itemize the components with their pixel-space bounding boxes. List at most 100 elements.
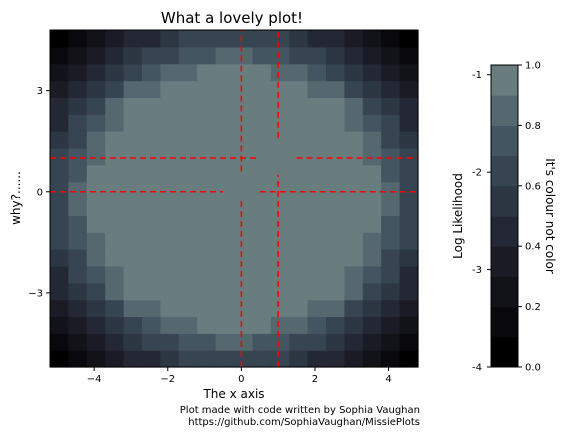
heatmap-cell: [160, 282, 180, 301]
heatmap-cell: [399, 350, 419, 368]
heatmap-cell: [326, 181, 345, 200]
heatmap-cell: [142, 265, 161, 284]
heatmap-cell: [289, 232, 309, 250]
heatmap-cell: [326, 333, 345, 351]
heatmap-cell: [68, 164, 88, 183]
heatmap-cell: [344, 164, 364, 183]
heatmap-cell: [105, 63, 125, 82]
heatmap-cell: [86, 80, 106, 98]
heatmap-cell: [344, 46, 364, 65]
heatmap-cell: [142, 333, 161, 351]
heatmap-cell: [105, 30, 125, 48]
heatmap-cell: [252, 232, 272, 250]
heatmap-cell: [270, 114, 290, 132]
heatmap-cell: [142, 215, 161, 233]
heatmap-cell: [270, 46, 290, 65]
heatmap-cell: [215, 350, 235, 368]
heatmap-cell: [178, 249, 198, 267]
heatmap-cell: [105, 97, 125, 115]
heatmap-cell: [178, 131, 198, 149]
heatmap-cell: [270, 265, 290, 284]
heatmap-cell: [160, 181, 180, 200]
heatmap-cell: [142, 131, 161, 149]
heatmap-cell: [215, 147, 235, 166]
heatmap-cell: [399, 80, 419, 98]
heatmap-cell: [68, 63, 88, 82]
heatmap-cell: [344, 63, 364, 82]
credit-line-2: https://github.com/SophiaVaughan/MissieP…: [188, 417, 420, 428]
heatmap-cell: [344, 316, 364, 334]
heatmap-cell: [178, 215, 198, 233]
heatmap-cell: [344, 114, 364, 132]
heatmap-cell: [215, 80, 235, 98]
heatmap-cell: [123, 147, 143, 166]
heatmap-cell: [289, 147, 309, 166]
heatmap-cell: [399, 30, 419, 48]
heatmap-cell: [399, 114, 419, 132]
heatmap-cell: [50, 97, 69, 115]
heatmap-cell: [289, 350, 309, 368]
heatmap-cell: [381, 114, 401, 132]
heatmap-cell: [178, 97, 198, 115]
heatmap-cell: [68, 30, 88, 48]
heatmap-cell: [142, 181, 161, 200]
heatmap-cell: [197, 46, 217, 65]
heatmap-cell: [399, 299, 419, 318]
heatmap-cell: [105, 131, 125, 149]
heatmap-cell: [326, 131, 345, 149]
heatmap-cell: [344, 30, 364, 48]
heatmap-cell: [252, 350, 272, 368]
heatmap-cell: [50, 63, 69, 82]
heatmap-cell: [105, 232, 125, 250]
heatmap-cell: [142, 232, 161, 250]
heatmap-cell: [344, 80, 364, 98]
heatmap-cell: [362, 80, 382, 98]
heatmap-cell: [215, 131, 235, 149]
heatmap-cell: [178, 198, 198, 216]
heatmap-cell: [50, 30, 69, 48]
colorbar-left-tick-label: -1: [472, 70, 482, 81]
colorbar-left-tick-label: -2: [472, 168, 482, 179]
heatmap-cell: [105, 80, 125, 98]
heatmap-cell: [270, 147, 290, 166]
heatmap-cell: [105, 299, 125, 318]
heatmap-cell: [68, 333, 88, 351]
heatmap-cell: [215, 316, 235, 334]
heatmap-cell: [252, 198, 272, 216]
heatmap-cell: [123, 80, 143, 98]
heatmap-cell: [160, 249, 180, 267]
y-tick-label: 0: [37, 187, 43, 198]
heatmap-cell: [123, 63, 143, 82]
heatmap-cell: [50, 198, 69, 216]
colorbar-swatch: [491, 246, 518, 277]
heatmap-cell: [289, 282, 309, 301]
heatmap-cell: [142, 46, 161, 65]
heatmap-cell: [86, 249, 106, 267]
heatmap-cell: [362, 46, 382, 65]
heatmap-cell: [381, 232, 401, 250]
colorbar-swatch: [491, 306, 518, 338]
heatmap-cell: [50, 46, 69, 65]
heatmap-cell: [344, 181, 364, 200]
colorbar-right-ticks: 0.0 0.2 0.4 0.6 0.8 1.0: [518, 61, 541, 374]
heatmap-cell: [197, 265, 217, 284]
heatmap-cell: [289, 198, 309, 216]
heatmap-cell: [362, 147, 382, 166]
heatmap-cell: [142, 147, 161, 166]
heatmap-cell: [215, 46, 235, 65]
heatmap-cell: [399, 265, 419, 284]
heatmap-cell: [362, 181, 382, 200]
heatmap-cell: [252, 265, 272, 284]
heatmap-cell: [289, 299, 309, 318]
heatmap-cell: [252, 181, 272, 200]
heatmap-cell: [344, 265, 364, 284]
heatmap-cell: [178, 265, 198, 284]
heatmap-cell: [215, 97, 235, 115]
heatmap-cell: [289, 131, 309, 149]
heatmap-cell: [234, 333, 253, 351]
heatmap-cell: [270, 333, 290, 351]
colorbar-tick-label: 0.6: [525, 181, 541, 192]
heatmap-cell: [344, 299, 364, 318]
heatmap-cell: [68, 181, 88, 200]
